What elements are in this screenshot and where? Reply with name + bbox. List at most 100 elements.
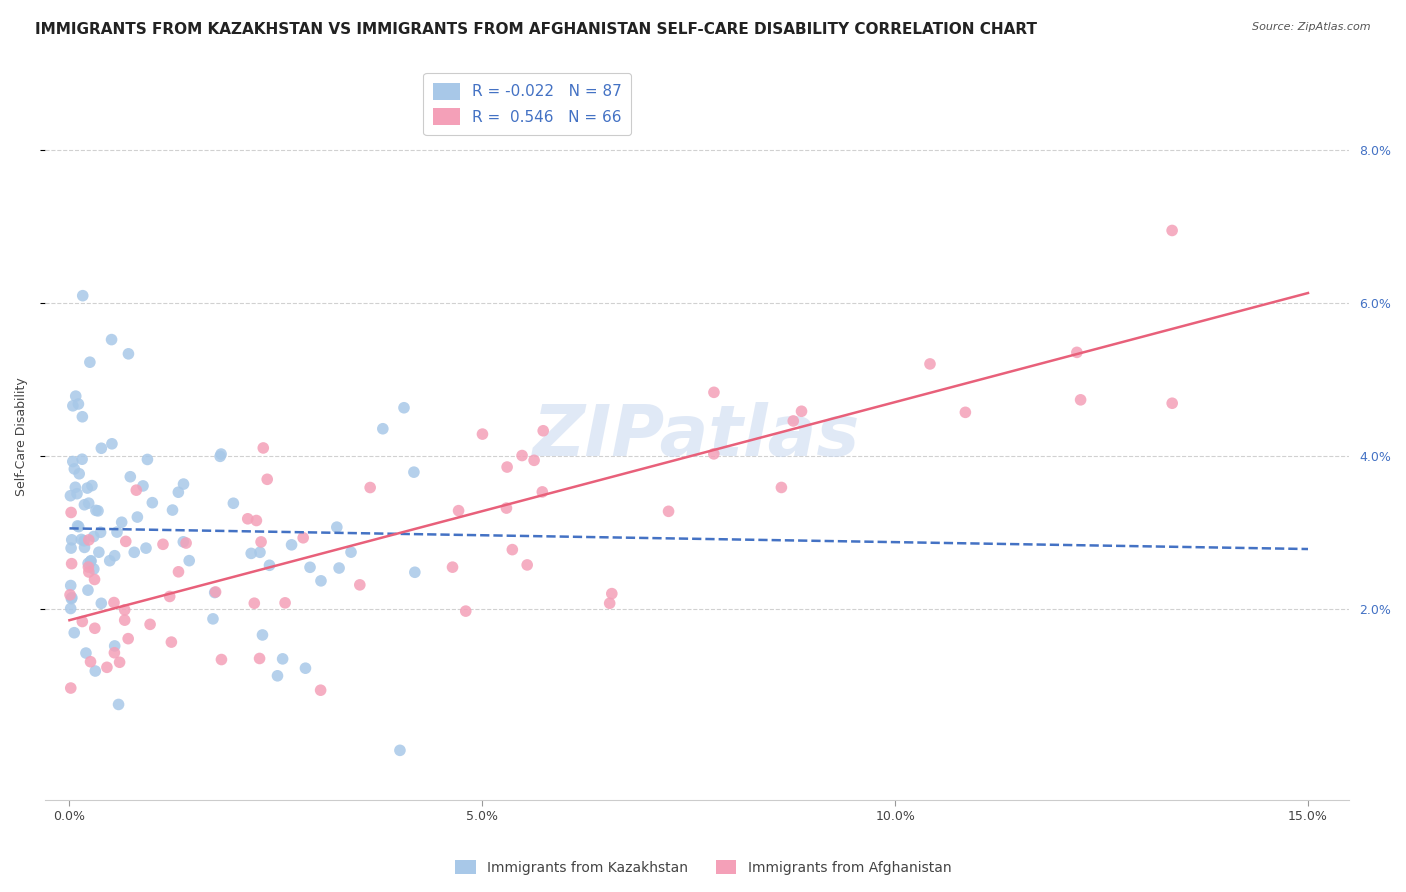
Point — [271, 652, 294, 666]
Point — [120, 469, 142, 483]
Point — [495, 501, 517, 516]
Point — [72, 288, 94, 302]
Point — [516, 558, 538, 572]
Point — [471, 427, 494, 442]
Point — [167, 565, 190, 579]
Point — [309, 683, 332, 698]
Point — [59, 578, 82, 592]
Point — [359, 481, 381, 495]
Point — [79, 655, 101, 669]
Point — [340, 545, 363, 559]
Point — [80, 478, 103, 492]
Point — [114, 613, 136, 627]
Point — [105, 525, 128, 540]
Point — [167, 485, 190, 500]
Point — [76, 481, 98, 495]
Point — [60, 533, 83, 547]
Point — [236, 512, 259, 526]
Point — [104, 639, 127, 653]
Point — [90, 525, 112, 540]
Y-axis label: Self-Care Disability: Self-Care Disability — [15, 377, 28, 496]
Point — [139, 617, 162, 632]
Point — [114, 534, 136, 549]
Point — [100, 333, 122, 347]
Point — [114, 603, 136, 617]
Point — [955, 405, 977, 419]
Point — [83, 529, 105, 543]
Point — [328, 561, 350, 575]
Point — [83, 573, 105, 587]
Legend: R = -0.022   N = 87, R =  0.546   N = 66: R = -0.022 N = 87, R = 0.546 N = 66 — [423, 73, 631, 135]
Point — [87, 545, 110, 559]
Point — [600, 587, 623, 601]
Point — [249, 651, 271, 665]
Point — [80, 554, 103, 568]
Point — [599, 596, 621, 610]
Point — [73, 498, 96, 512]
Point — [309, 574, 332, 588]
Point — [152, 537, 174, 551]
Point — [1070, 392, 1092, 407]
Point — [77, 496, 100, 510]
Point — [250, 534, 273, 549]
Point — [77, 533, 100, 547]
Point — [523, 453, 546, 467]
Point — [918, 357, 941, 371]
Point — [209, 450, 232, 464]
Point — [60, 591, 83, 605]
Point — [63, 462, 86, 476]
Point — [531, 424, 554, 438]
Point — [404, 566, 426, 580]
Point — [770, 480, 793, 494]
Point — [266, 669, 288, 683]
Point — [127, 510, 149, 524]
Point — [259, 558, 281, 573]
Point — [122, 545, 145, 559]
Point — [59, 681, 82, 695]
Point — [179, 554, 201, 568]
Point — [60, 541, 83, 555]
Point — [70, 452, 93, 467]
Point — [62, 454, 84, 468]
Point — [392, 401, 415, 415]
Point — [256, 472, 278, 486]
Point — [67, 397, 90, 411]
Point — [201, 612, 224, 626]
Point — [1066, 345, 1088, 359]
Point — [447, 503, 470, 517]
Point — [159, 590, 181, 604]
Point — [132, 479, 155, 493]
Point — [72, 615, 94, 629]
Point — [84, 664, 107, 678]
Point — [249, 545, 271, 559]
Point — [75, 646, 97, 660]
Point — [371, 422, 394, 436]
Point — [77, 557, 100, 571]
Point — [60, 506, 83, 520]
Point — [73, 533, 96, 548]
Point — [173, 477, 195, 491]
Text: IMMIGRANTS FROM KAZAKHSTAN VS IMMIGRANTS FROM AFGHANISTAN SELF-CARE DISABILITY C: IMMIGRANTS FROM KAZAKHSTAN VS IMMIGRANTS… — [35, 22, 1038, 37]
Point — [441, 560, 464, 574]
Point — [80, 554, 103, 568]
Point — [62, 399, 84, 413]
Point — [252, 628, 274, 642]
Point — [66, 486, 89, 500]
Point — [402, 465, 425, 479]
Point — [252, 441, 274, 455]
Point — [280, 538, 302, 552]
Point — [326, 520, 349, 534]
Point — [349, 578, 371, 592]
Point — [510, 449, 533, 463]
Point — [66, 519, 89, 533]
Point — [59, 489, 82, 503]
Text: Source: ZipAtlas.com: Source: ZipAtlas.com — [1253, 22, 1371, 32]
Point — [73, 541, 96, 555]
Point — [240, 546, 263, 560]
Point — [388, 743, 411, 757]
Point — [294, 661, 316, 675]
Point — [657, 504, 679, 518]
Point — [63, 625, 86, 640]
Point — [141, 496, 163, 510]
Point — [222, 496, 245, 510]
